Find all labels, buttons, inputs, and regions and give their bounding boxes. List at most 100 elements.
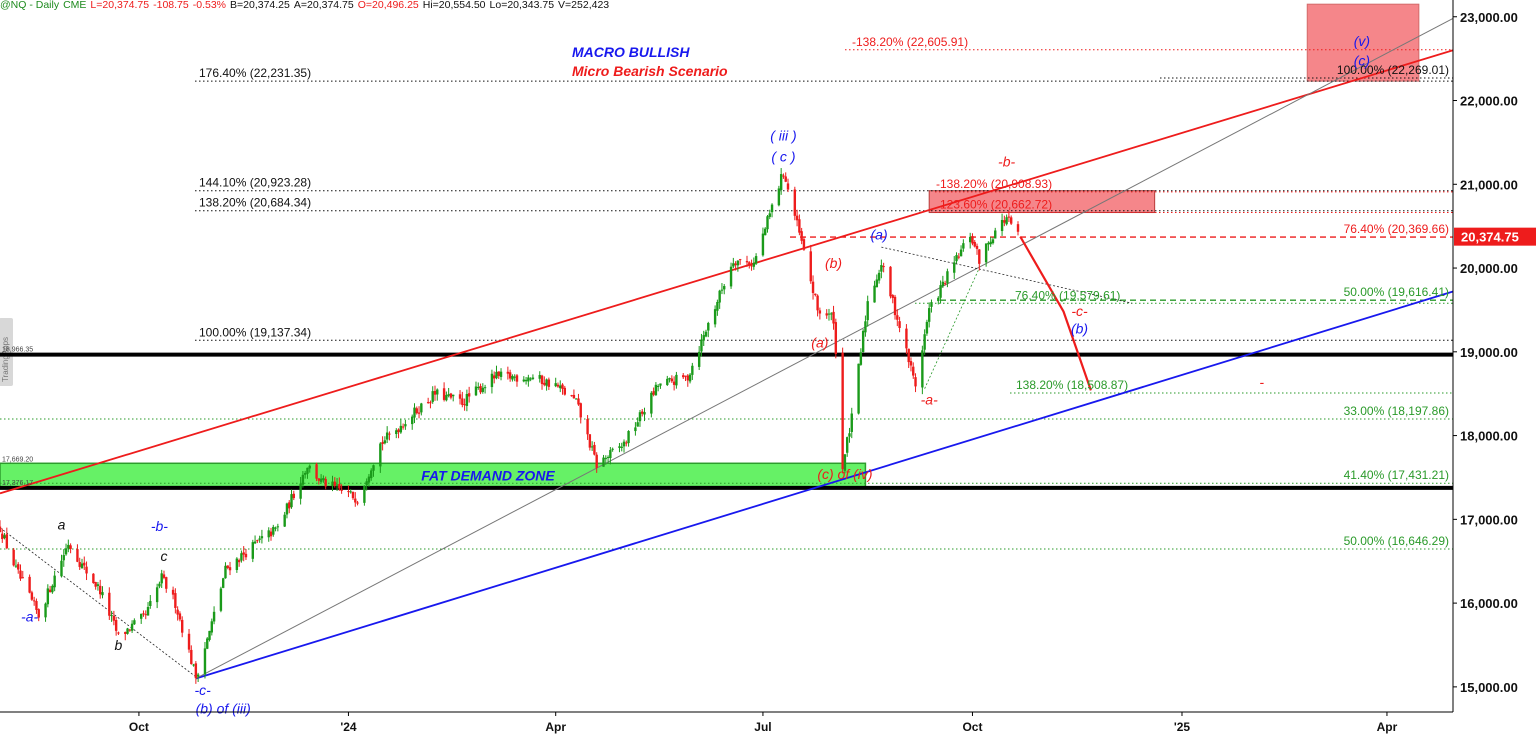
- candle-body: [991, 239, 995, 244]
- bid-label: B=20,374.25: [230, 0, 290, 11]
- candle-body: [857, 363, 860, 414]
- x-tick-label-4: Oct: [962, 720, 982, 734]
- candle-body: [606, 457, 610, 459]
- candle-body: [78, 562, 81, 567]
- candle-body: [463, 404, 466, 406]
- quote-header: @NQ - Daily CME L=20,374.75 -108.75 -0.53% B=…: [0, 0, 613, 12]
- candle-body: [811, 281, 815, 293]
- candle-body: [909, 361, 913, 366]
- candle-body: [748, 262, 751, 266]
- candle-body: [490, 373, 494, 388]
- ask-label: A=20,374.75: [293, 0, 354, 11]
- candle-body: [442, 388, 446, 400]
- candle-body: [162, 574, 166, 578]
- candle-body: [67, 544, 70, 549]
- candle-body: [691, 365, 694, 375]
- candle-body: [94, 581, 97, 587]
- candle-body: [707, 322, 710, 331]
- candle-body: [203, 648, 207, 675]
- candle-body: [415, 408, 418, 414]
- candle-body: [395, 430, 398, 435]
- candle-body: [237, 560, 241, 563]
- change-label: -108.75: [153, 0, 189, 11]
- candle-body: [208, 630, 211, 640]
- candle-body: [547, 379, 551, 387]
- candle-body: [798, 219, 801, 233]
- level-label-7: 123.60% (20,662.72): [940, 198, 1052, 212]
- candle-body: [253, 541, 257, 544]
- candle-body: [877, 272, 881, 281]
- candle-body: [850, 413, 853, 432]
- candle-body: [190, 649, 193, 665]
- candle-body: [955, 255, 958, 262]
- candle-body: [579, 403, 582, 418]
- y-tick-label-5: 20,000.00: [1460, 261, 1518, 276]
- level-label-6: -138.20% (20,908.93): [936, 177, 1052, 191]
- candle-body: [595, 454, 598, 468]
- candle-body: [540, 375, 544, 385]
- demand-zone-top-label: 17,669.20: [2, 456, 33, 463]
- candle-body: [752, 262, 756, 267]
- candle-body: [37, 609, 40, 618]
- candle-body: [604, 458, 607, 460]
- candle-body: [777, 188, 781, 206]
- candle-body: [782, 175, 785, 177]
- candle-body: [235, 558, 239, 570]
- candle-body: [634, 427, 637, 432]
- wave-label-12: -b-: [998, 154, 1015, 170]
- candle-body: [493, 375, 496, 379]
- symbol-label: @NQ - Daily: [0, 0, 60, 11]
- wave-label-16: -: [1259, 374, 1264, 390]
- wave-label-13: -a-: [921, 392, 938, 408]
- candle-body: [834, 322, 838, 354]
- open-label: O=20,496.25: [357, 0, 419, 11]
- candle-body: [873, 285, 876, 303]
- candle-body: [301, 474, 305, 485]
- candle-body: [684, 375, 687, 377]
- candle-body: [324, 478, 327, 487]
- candle-body: [108, 592, 111, 616]
- candle-body: [914, 377, 917, 387]
- candle-body: [713, 309, 717, 325]
- candle-body: [317, 478, 321, 481]
- candle-body: [827, 313, 831, 315]
- candle-body: [64, 548, 68, 555]
- candle-body: [347, 491, 350, 493]
- candle-body: [561, 384, 564, 389]
- x-tick-label-6: Apr: [1377, 720, 1398, 734]
- candle-body: [5, 534, 9, 549]
- candle-body: [283, 514, 286, 527]
- candle-body: [987, 242, 990, 245]
- candle-body: [477, 386, 480, 388]
- candle-body: [19, 570, 22, 579]
- candle-body: [331, 481, 334, 487]
- candle-body: [652, 391, 655, 395]
- candle-body: [620, 446, 623, 448]
- candle-body: [590, 446, 594, 448]
- candle-body: [144, 614, 147, 616]
- candle-body: [178, 613, 182, 620]
- candle-body: [556, 384, 560, 387]
- candle-body: [962, 243, 965, 249]
- level-label-5: 100.00% (22,269.01): [1337, 63, 1449, 77]
- watermark-tab: TradingApps: [0, 318, 13, 386]
- candle-body: [226, 565, 229, 568]
- candle-body: [499, 371, 503, 377]
- last-price-label: L=20,374.75: [90, 0, 150, 11]
- candle-body: [994, 230, 997, 239]
- candle-body: [288, 502, 291, 509]
- candle-body: [467, 393, 471, 397]
- candle-body: [308, 465, 311, 469]
- trendline-2: [195, 17, 1454, 679]
- candle-body: [413, 407, 416, 418]
- candle-body: [654, 384, 658, 396]
- level-label-14: 50.00% (16,646.29): [1344, 534, 1449, 548]
- x-tick-label-0: Oct: [129, 720, 149, 734]
- candle-body: [449, 393, 453, 398]
- candle-body: [508, 372, 512, 379]
- candle-body: [611, 448, 614, 450]
- trendline-0: [0, 49, 1454, 495]
- candle-body: [370, 470, 373, 479]
- candle-body: [363, 485, 366, 503]
